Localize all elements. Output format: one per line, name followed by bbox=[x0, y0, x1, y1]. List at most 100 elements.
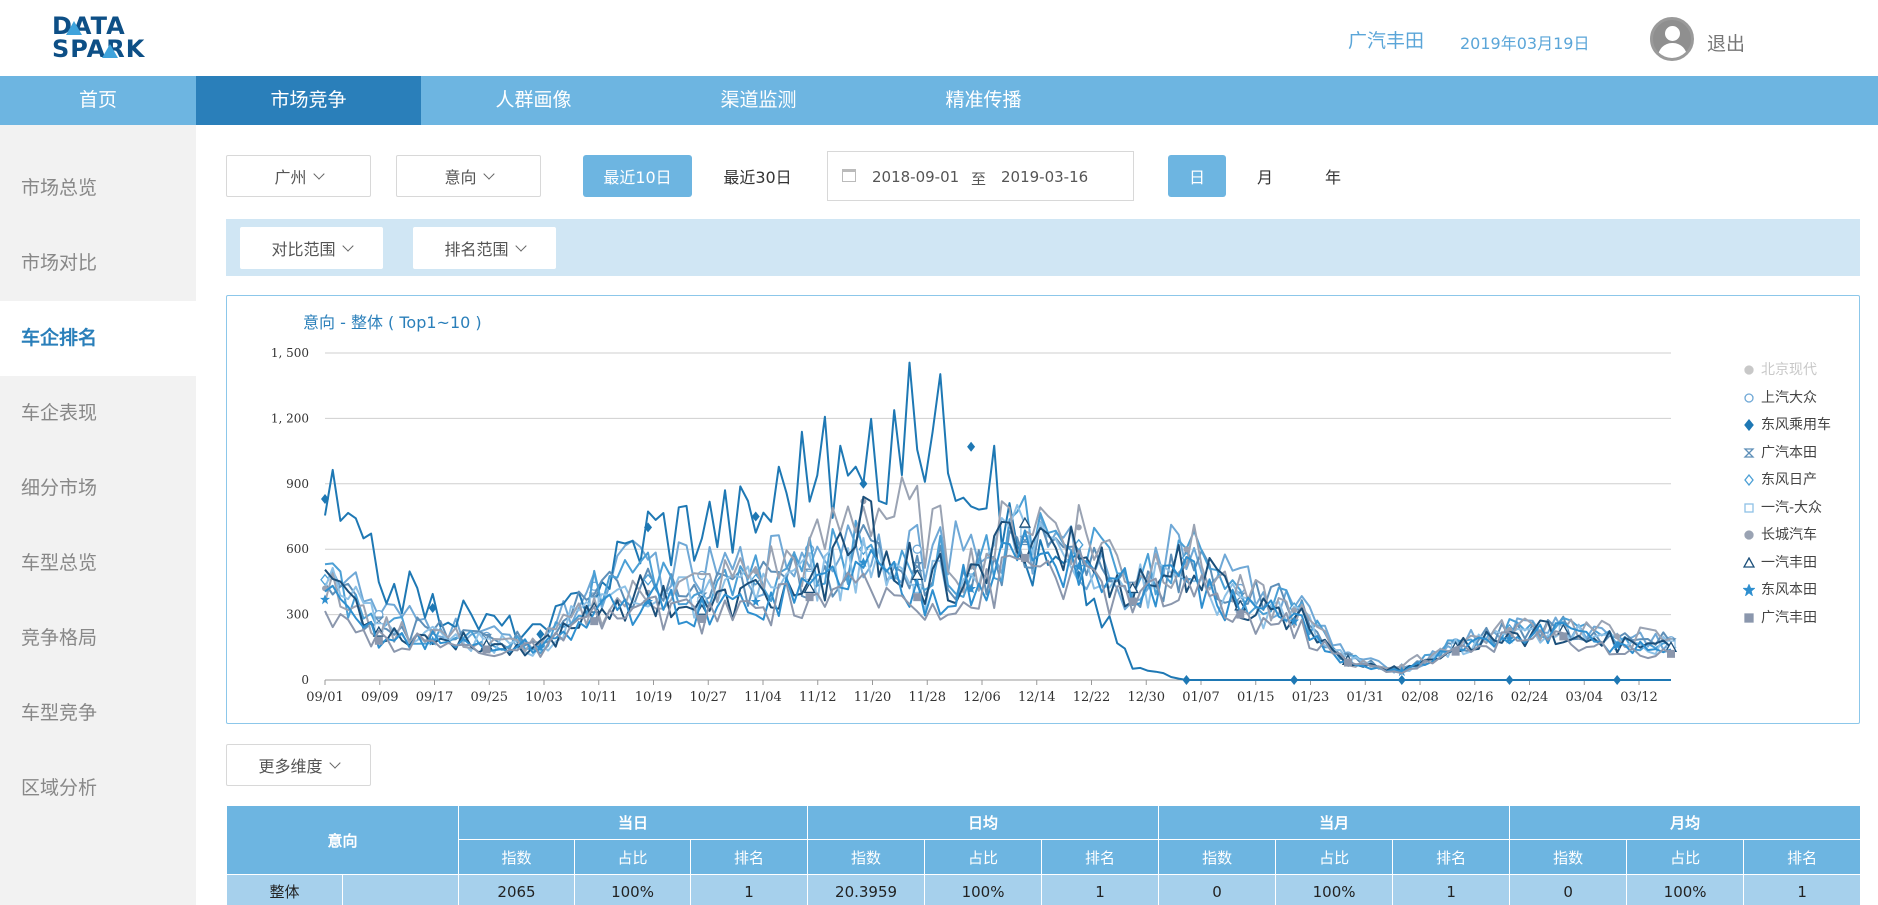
data-point[interactable] bbox=[1667, 649, 1675, 658]
data-point[interactable] bbox=[1505, 675, 1514, 685]
data-point[interactable] bbox=[1559, 632, 1568, 641]
legend-item[interactable]: 北京现代 bbox=[1743, 360, 1853, 388]
data-point[interactable] bbox=[1396, 666, 1407, 677]
data-point[interactable] bbox=[320, 594, 330, 605]
sidebar-item-market-compare[interactable]: 市场对比 bbox=[21, 252, 98, 274]
data-point[interactable] bbox=[859, 478, 868, 489]
more-dimensions-label: 更多维度 bbox=[258, 757, 323, 776]
date-range-picker[interactable]: 2018-09-01 至 2019-03-16 bbox=[827, 151, 1134, 201]
data-point[interactable] bbox=[1397, 675, 1406, 685]
data-point[interactable] bbox=[1128, 597, 1137, 606]
intent-select[interactable]: 意向 bbox=[396, 155, 541, 197]
series-line[interactable] bbox=[324, 549, 1672, 675]
nav-item-channel[interactable]: 渠道监测 bbox=[720, 89, 797, 111]
legend-item[interactable]: 广汽本田 bbox=[1743, 443, 1853, 471]
data-point[interactable] bbox=[535, 642, 546, 653]
series-line[interactable] bbox=[324, 361, 1671, 681]
data-point[interactable] bbox=[967, 441, 976, 452]
data-point[interactable] bbox=[1290, 675, 1299, 685]
data-point[interactable] bbox=[643, 596, 654, 607]
x-tick-label: 02/08 bbox=[1401, 690, 1438, 705]
legend-item[interactable]: 长城汽车 bbox=[1743, 525, 1853, 553]
data-point[interactable] bbox=[1289, 616, 1300, 627]
x-tick-label: 02/24 bbox=[1511, 690, 1548, 705]
data-point[interactable] bbox=[1020, 553, 1029, 562]
granularity-year-button[interactable]: 年 bbox=[1324, 168, 1341, 187]
compare-range-select[interactable]: 对比范围 bbox=[240, 227, 383, 269]
data-point[interactable] bbox=[697, 614, 706, 623]
rank-range-select[interactable]: 排名范围 bbox=[413, 227, 556, 269]
data-point[interactable] bbox=[1018, 516, 1032, 528]
data-point[interactable] bbox=[1075, 524, 1082, 531]
nav-item-market-competition[interactable]: 市场竞争 bbox=[196, 76, 421, 125]
x-tick-label: 03/12 bbox=[1620, 690, 1657, 705]
data-point[interactable] bbox=[1613, 675, 1622, 685]
date-start[interactable]: 2018-09-01 bbox=[872, 168, 960, 186]
data-point[interactable] bbox=[751, 511, 760, 522]
sidebar-item-competition-pattern[interactable]: 竞争格局 bbox=[21, 627, 98, 649]
data-point[interactable] bbox=[750, 596, 761, 607]
nav-item-audience[interactable]: 人群画像 bbox=[495, 89, 572, 111]
sidebar-item-company-performance[interactable]: 车企表现 bbox=[21, 402, 98, 424]
data-point[interactable] bbox=[1182, 675, 1191, 685]
data-point[interactable] bbox=[803, 582, 816, 594]
sidebar-item-market-overview[interactable]: 市场总览 bbox=[21, 177, 98, 199]
legend-item[interactable]: 上汽大众 bbox=[1743, 388, 1853, 416]
data-point[interactable] bbox=[321, 494, 329, 505]
data-point[interactable] bbox=[482, 645, 491, 654]
data-point[interactable] bbox=[374, 636, 383, 645]
data-point[interactable] bbox=[752, 568, 759, 574]
more-dimensions-select[interactable]: 更多维度 bbox=[226, 744, 371, 786]
data-point[interactable] bbox=[805, 593, 814, 602]
nav-item-home[interactable]: 首页 bbox=[78, 89, 117, 111]
granularity-day-button[interactable]: 日 bbox=[1168, 155, 1226, 197]
table-cell: 0 bbox=[1158, 874, 1277, 905]
data-point[interactable] bbox=[1612, 640, 1623, 651]
sidebar-item-company-ranking[interactable]: 车企排名 bbox=[0, 301, 196, 376]
sidebar-item-model-competition[interactable]: 车型竞争 bbox=[21, 702, 98, 724]
data-point[interactable] bbox=[697, 570, 707, 581]
data-point[interactable] bbox=[1451, 647, 1460, 656]
data-point[interactable] bbox=[913, 593, 922, 602]
sidebar-item-model-overview[interactable]: 车型总览 bbox=[21, 552, 98, 574]
data-point[interactable] bbox=[911, 561, 923, 572]
data-point[interactable] bbox=[536, 629, 545, 640]
legend-item[interactable]: 东风乘用车 bbox=[1743, 415, 1853, 443]
date-end[interactable]: 2019-03-16 bbox=[1001, 168, 1089, 186]
data-point[interactable] bbox=[590, 617, 599, 626]
table-row[interactable]: 整体 2065 100% 1 20.3959 100% 1 0 100% 1 0… bbox=[226, 874, 1860, 905]
data-point[interactable] bbox=[966, 583, 977, 594]
data-point[interactable] bbox=[1183, 546, 1190, 553]
data-point[interactable] bbox=[643, 573, 653, 586]
data-point[interactable] bbox=[1614, 633, 1621, 640]
data-point[interactable] bbox=[1504, 633, 1515, 644]
data-point[interactable] bbox=[858, 557, 869, 568]
x-tick-label: 09/09 bbox=[361, 690, 398, 705]
logout-link[interactable]: 退出 bbox=[1707, 33, 1746, 55]
granularity-month-button[interactable]: 月 bbox=[1256, 168, 1273, 187]
data-point[interactable] bbox=[1291, 607, 1298, 614]
data-point[interactable] bbox=[1073, 561, 1084, 572]
data-point[interactable] bbox=[644, 522, 653, 533]
recent-30-days-button[interactable]: 最近30日 bbox=[723, 168, 792, 187]
legend-marker-icon bbox=[1744, 530, 1754, 540]
sidebar-item-region-analysis[interactable]: 区域分析 bbox=[21, 777, 98, 799]
series-line[interactable] bbox=[324, 512, 1672, 674]
recent-10-days-button[interactable]: 最近10日 bbox=[583, 155, 692, 197]
nav-item-propagation[interactable]: 精准传播 bbox=[945, 89, 1022, 111]
legend-item[interactable]: 东风日产 bbox=[1743, 470, 1853, 498]
table-cell: 1 bbox=[690, 874, 809, 905]
data-point[interactable] bbox=[1343, 658, 1352, 667]
data-point[interactable] bbox=[912, 544, 922, 554]
data-point[interactable] bbox=[428, 603, 437, 614]
legend-item[interactable]: 一汽-大众 bbox=[1743, 498, 1853, 526]
datasaprk-logo[interactable]: DATA SPARK bbox=[52, 14, 146, 65]
legend-item[interactable]: 广汽丰田 bbox=[1743, 608, 1853, 636]
data-point[interactable] bbox=[1236, 610, 1245, 619]
city-select[interactable]: 广州 bbox=[226, 155, 371, 197]
legend-item[interactable]: 一汽丰田 bbox=[1743, 553, 1853, 581]
x-tick-label: 12/14 bbox=[1018, 690, 1055, 705]
user-avatar-icon[interactable] bbox=[1650, 17, 1694, 61]
legend-item[interactable]: 东风本田 bbox=[1743, 580, 1853, 608]
sidebar-item-segment-market[interactable]: 细分市场 bbox=[21, 477, 98, 499]
